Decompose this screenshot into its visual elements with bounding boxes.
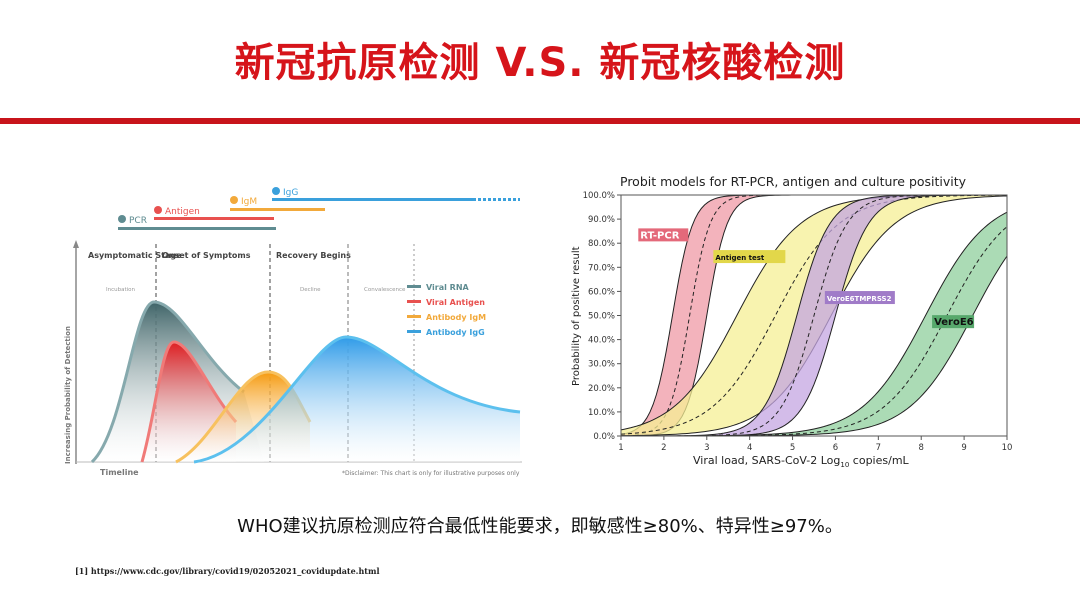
slide-title: 新冠抗原检测 V.S. 新冠核酸检测 <box>234 40 846 86</box>
band-veroe6 <box>621 212 1007 436</box>
pcr-window-bar <box>118 227 276 230</box>
pcr-window-label: PCR <box>129 216 147 226</box>
igg-plus-icon <box>272 187 280 195</box>
antigen-plus-icon <box>154 206 162 214</box>
reference-citation: [1] https://www.cdc.gov/library/covid19/… <box>75 566 380 576</box>
probit-x-tick-label: 5 <box>790 443 795 453</box>
probit-y-tick-label: 80.0% <box>588 239 615 249</box>
viral-rna-curve <box>90 300 245 464</box>
label-veroe6: VeroE6 <box>934 317 974 328</box>
igm-window-label: IgM <box>241 197 257 207</box>
probit-x-tick-label: 8 <box>919 443 924 453</box>
stage-asymptomatic: Asymptomatic Stage <box>88 251 182 260</box>
label-veroe6tmprss2: VeroE6TMPRSS2 <box>827 295 892 303</box>
probit-chart-title: Probit models for RT-PCR, antigen and cu… <box>620 174 967 189</box>
legend-antibody-igg: Antibody IgG <box>426 328 485 337</box>
who-recommendation-note: WHO建议抗原检测应符合最低性能要求，即敏感性≥80%、特异性≥97%。 <box>237 516 843 537</box>
detection-timeline-chart: PCR Antigen IgM IgG Increasing Probabili… <box>64 187 522 477</box>
phase-convalescence: Convalescence <box>364 287 406 293</box>
probit-y-tick-label: 30.0% <box>588 360 615 370</box>
legend: Viral RNA Viral Antigen Antibody IgM Ant… <box>407 283 486 337</box>
y-axis-label: Increasing Probability of Detection <box>64 326 72 464</box>
probit-y-tick-label: 50.0% <box>588 312 615 322</box>
pcr-plus-icon <box>118 215 126 223</box>
antigen-window-label: Antigen <box>165 207 200 217</box>
probit-series-labels: RT-PCR Antigen test VeroE6TMPRSS2 VeroE6 <box>638 228 975 329</box>
label-antigen-test: Antigen test <box>715 254 765 262</box>
igg-window-bar <box>272 198 476 201</box>
band-antigen-test-center <box>620 194 1008 435</box>
probit-y-tick-label: 20.0% <box>588 384 615 394</box>
antibody-igg-area <box>194 337 520 462</box>
title-divider <box>0 118 1080 124</box>
probit-x-tick-label: 3 <box>704 443 709 453</box>
probit-y-tick-label: 90.0% <box>588 215 615 225</box>
igm-window-bar <box>230 208 325 211</box>
igg-window-label: IgG <box>283 188 298 198</box>
probit-x-tick-label: 7 <box>876 443 881 453</box>
probit-x-tick-label: 4 <box>747 443 752 453</box>
antibody-igg-curve <box>193 335 521 464</box>
legend-swatch-rna <box>407 285 421 288</box>
legend-swatch-igm <box>407 315 421 318</box>
label-bg-rt-pcr <box>638 228 689 242</box>
probit-y-tick-label: 40.0% <box>588 336 615 346</box>
y-axis-arrow <box>73 240 79 248</box>
phase-incubation: Incubation <box>106 287 136 293</box>
probit-y-axis-label: Probability of positive result <box>571 246 582 386</box>
legend-viral-rna: Viral RNA <box>426 283 470 292</box>
label-bg-veroe6tmprss2 <box>824 291 895 305</box>
stage-recovery: Recovery Begins <box>276 251 351 260</box>
probit-y-tick-label: 60.0% <box>588 287 615 297</box>
label-bg-veroe6 <box>932 315 975 329</box>
legend-viral-antigen: Viral Antigen <box>426 298 485 307</box>
detection-window-bars: PCR Antigen IgM IgG <box>118 187 520 230</box>
phase-decline: Decline <box>300 287 321 293</box>
probit-axes: 0.0% 10.0% 20.0% 30.0% 40.0% 50.0% 60.0% 70.0% 8… <box>583 191 1013 453</box>
probit-y-tick-label: 70.0% <box>588 263 615 273</box>
label-bg-antigen-test <box>713 250 786 264</box>
x-axis-label: Timeline <box>100 468 139 477</box>
legend-antibody-igm: Antibody IgM <box>426 313 486 322</box>
probit-x-tick-label: 1 <box>618 443 623 453</box>
probit-x-tick-label: 2 <box>661 443 666 453</box>
probit-x-tick-label: 9 <box>961 443 966 453</box>
probit-chart: Probit models for RT-PCR, antigen and cu… <box>565 170 1027 470</box>
legend-swatch-antigen <box>407 300 421 303</box>
probit-x-axis-label: Viral load, SARS-CoV-2 Log10 copies/mL <box>693 454 910 469</box>
probit-x-tick-label: 10 <box>1002 443 1013 453</box>
igm-plus-icon <box>230 196 238 204</box>
legend-swatch-igg <box>407 330 421 333</box>
viral-antigen-curve <box>140 340 238 463</box>
probit-y-tick-label: 10.0% <box>588 408 615 418</box>
stage-onset: Onset of Symptoms <box>162 251 251 260</box>
probit-x-tick-label: 6 <box>833 443 838 453</box>
probit-y-tick-label: 0.0% <box>593 432 615 442</box>
label-rt-pcr: RT-PCR <box>640 230 679 241</box>
probit-y-tick-label: 100.0% <box>583 191 615 201</box>
disclaimer-text: *Disclaimer: This chart is only for illu… <box>342 470 520 477</box>
antigen-window-bar <box>154 217 274 220</box>
